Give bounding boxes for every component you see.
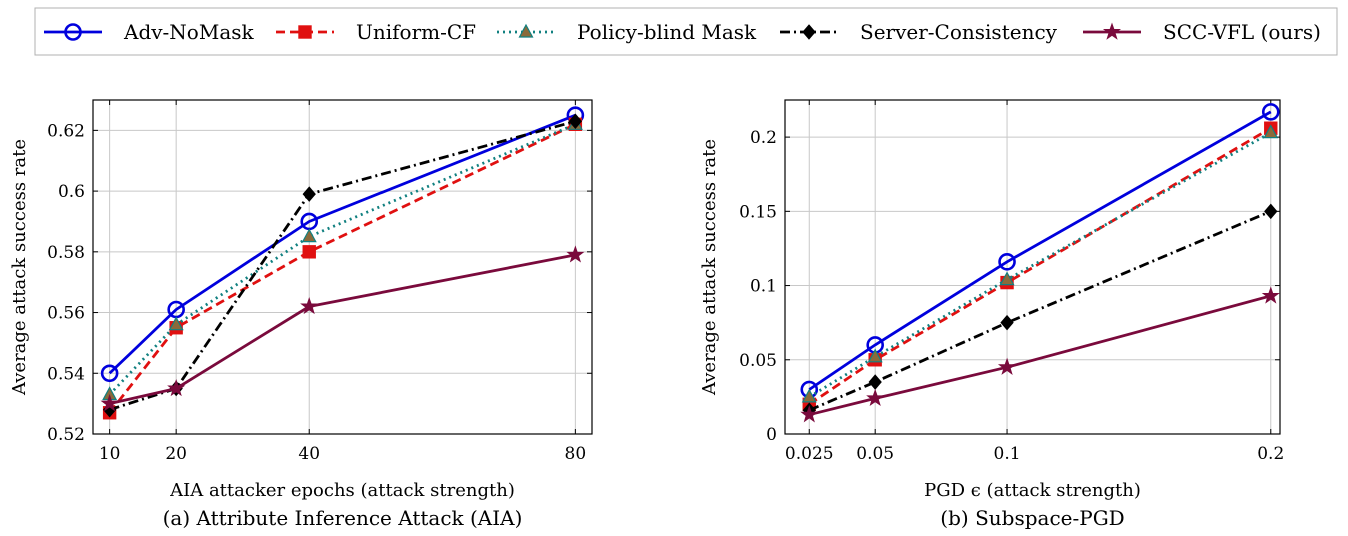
- data-point: [1263, 124, 1279, 139]
- data-point: [997, 357, 1017, 375]
- series-line: [109, 119, 576, 412]
- legend-entry-scc-vfl-ours: SCC-VFL (ours): [1083, 20, 1321, 44]
- series-server-consistency: [802, 203, 1278, 419]
- x-axis-label: PGD ϵ (attack strength): [924, 480, 1141, 501]
- legend-entry-policy-blind-mask: Policy-blind Mask: [497, 20, 757, 44]
- data-point: [167, 378, 186, 397]
- series-scc-vfl-ours: [100, 245, 585, 412]
- data-point: [568, 113, 583, 130]
- legend-label: Uniform-CF: [356, 20, 476, 44]
- series-line: [109, 253, 576, 405]
- chart-subspace-pgd: 0.025 0.05 0.1 0.2 0 0.05 0.1 0.15 0.2 PGD ϵ (att…: [699, 99, 1284, 530]
- data-point: [1264, 203, 1278, 220]
- data-point: [801, 388, 817, 403]
- y-tick-label: 0.15: [739, 202, 777, 222]
- legend: Adv-NoMask Uniform-CF Policy-blind Mask Ser…: [34, 7, 1338, 56]
- y-axis-label: Average attack success rate: [699, 139, 720, 396]
- y-tick-label: 0.54: [47, 364, 85, 384]
- data-point: [302, 245, 316, 259]
- y-tick-label: 0: [766, 425, 777, 445]
- x-tick-label: 10: [99, 444, 121, 464]
- y-tick-label: 0.2: [750, 128, 777, 148]
- legend-label: Policy-blind Mask: [577, 20, 757, 44]
- series-line: [808, 210, 1272, 412]
- data-point: [1000, 314, 1014, 331]
- series-uniform-cf: [802, 121, 1278, 412]
- x-tick-label: 0.1: [994, 444, 1021, 464]
- x-tick-label: 0.025: [785, 444, 834, 464]
- data-point: [566, 245, 585, 263]
- x-tick-label: 0.2: [1257, 444, 1284, 464]
- y-tick-label: 0.52: [47, 425, 85, 445]
- series-server-consistency: [102, 113, 583, 418]
- y-tick-label: 0.05: [739, 351, 777, 371]
- y-tick-label: 0.58: [47, 243, 85, 263]
- x-tick-label: 0.05: [856, 444, 894, 464]
- y-tick-label: 0.62: [47, 121, 85, 141]
- series-line: [108, 123, 576, 396]
- series-policy-blind-mask: [801, 124, 1279, 403]
- legend-label: Adv-NoMask: [123, 20, 255, 44]
- series-scc-vfl-ours: [800, 286, 1280, 423]
- chart-caption: (b) Subspace-PGD: [940, 506, 1124, 530]
- diamond-icon: [802, 24, 816, 40]
- chart-aia: 10 20 40 80 0.52 0.54 0.56 0.58 0.6 0.62 AIA attac…: [9, 99, 593, 530]
- series-line: [808, 126, 1272, 406]
- star-icon: [1102, 22, 1122, 40]
- legend-label: SCC-VFL (ours): [1163, 20, 1321, 44]
- series-line: [108, 113, 576, 375]
- y-axis-label: Average attack success rate: [9, 139, 30, 396]
- data-point: [999, 271, 1015, 286]
- series-line: [808, 110, 1272, 391]
- square-icon: [298, 25, 312, 39]
- legend-entry-uniform-cf: Uniform-CF: [276, 20, 476, 44]
- data-point: [866, 388, 885, 407]
- series-adv-nomask: [800, 103, 1280, 399]
- circle-icon: [64, 23, 82, 41]
- data-point: [300, 296, 319, 315]
- legend-entry-server-consistency: Server-Consistency: [780, 20, 1058, 44]
- series-line: [808, 294, 1272, 417]
- y-tick-label: 0.56: [47, 304, 85, 324]
- x-tick-label: 40: [298, 444, 320, 464]
- x-tick-label: 80: [565, 444, 587, 464]
- y-tick-label: 0.1: [750, 277, 777, 297]
- data-point: [100, 364, 119, 383]
- legend-entry-adv-nomask: Adv-NoMask: [44, 20, 255, 44]
- series-policy-blind-mask: [102, 116, 583, 401]
- data-point: [867, 348, 883, 363]
- chart-caption: (a) Attribute Inference Attack (AIA): [163, 506, 523, 530]
- data-point: [168, 316, 184, 331]
- data-point: [302, 186, 316, 202]
- plot-frame: [92, 99, 593, 435]
- triangle-icon: [518, 23, 534, 38]
- data-point: [100, 394, 119, 412]
- data-point: [1261, 286, 1280, 304]
- data-point: [868, 374, 882, 390]
- x-axis-label: AIA attacker epochs (attack strength): [169, 480, 515, 501]
- data-point: [301, 228, 317, 243]
- data-point: [998, 253, 1016, 271]
- x-tick-label: 20: [165, 444, 187, 464]
- series-adv-nomask: [100, 106, 585, 383]
- data-point: [800, 405, 819, 423]
- plot-frame: [784, 99, 1281, 435]
- data-point: [1261, 103, 1280, 121]
- y-tick-label: 0.6: [58, 182, 85, 202]
- legend-label: Server-Consistency: [860, 20, 1058, 44]
